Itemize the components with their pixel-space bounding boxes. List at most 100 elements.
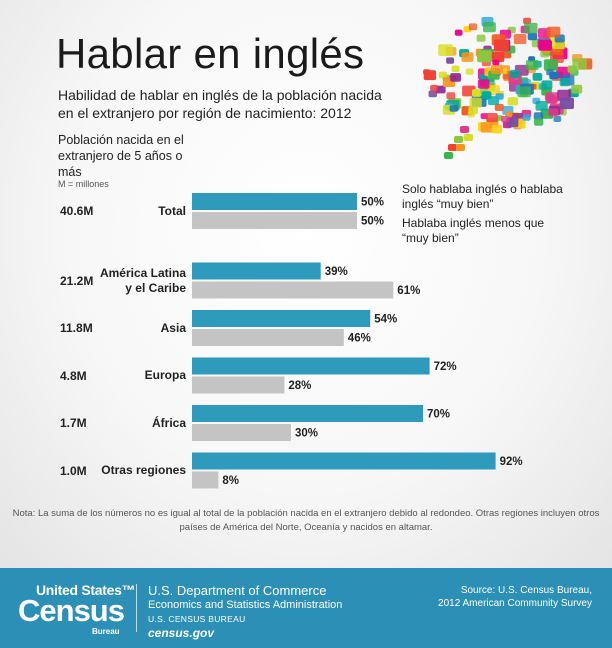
subtitle: Habilidad de hablar en inglés de la pobl… bbox=[58, 87, 382, 121]
bubble-tile bbox=[506, 117, 519, 128]
bubble-tile bbox=[534, 118, 544, 126]
bubble-tile bbox=[533, 112, 544, 120]
legend-series-2: Hablaba inglés menos que “muy bien” bbox=[402, 216, 545, 245]
bubble-tile bbox=[505, 111, 513, 118]
bubble-tile bbox=[472, 89, 482, 97]
department-info: U.S. Department of Commerce Economics an… bbox=[148, 583, 343, 641]
bubble-tail-tile bbox=[448, 144, 457, 151]
bubble-tile bbox=[480, 122, 494, 133]
bubble-tile bbox=[493, 39, 509, 52]
bubble-tile bbox=[546, 26, 561, 38]
logo-bottom-text: Bureau bbox=[92, 627, 120, 636]
bar-value-label: 8% bbox=[222, 475, 239, 487]
bar-value-label: 61% bbox=[397, 285, 420, 297]
bubble-tile bbox=[524, 22, 538, 34]
bubble-tile bbox=[543, 59, 558, 71]
page-title: Hablar en inglés bbox=[56, 30, 365, 77]
bar-series-2 bbox=[192, 212, 357, 229]
bar-value-label: 54% bbox=[374, 314, 397, 326]
bar-value-label: 72% bbox=[434, 361, 457, 373]
bubble-tile bbox=[468, 23, 478, 31]
bubble-tile bbox=[438, 44, 453, 56]
bubble-tile bbox=[545, 92, 559, 103]
bubble-tile bbox=[450, 73, 461, 82]
bubble-tile bbox=[465, 68, 474, 75]
bubble-tile bbox=[430, 84, 438, 92]
bubble-tile bbox=[469, 97, 482, 108]
bar-series-1 bbox=[192, 193, 357, 210]
bubble-tail-tile bbox=[454, 136, 463, 143]
bubble-tile bbox=[535, 101, 548, 111]
bubble-tile bbox=[481, 91, 492, 99]
bar-value-label: 50% bbox=[361, 216, 384, 228]
bubble-tile bbox=[467, 111, 475, 118]
population-total: 11.8M bbox=[60, 321, 93, 335]
category-label: Total bbox=[158, 203, 186, 218]
bar-series-2 bbox=[192, 424, 291, 441]
source-info: Source: U.S. Census Bureau, 2012 America… bbox=[392, 584, 592, 610]
population-unit: M = millones bbox=[58, 179, 109, 189]
bubble-tile bbox=[454, 29, 463, 36]
bubble-tile bbox=[548, 108, 559, 117]
bar-series-1 bbox=[192, 310, 371, 327]
bubble-tile bbox=[449, 105, 458, 112]
bubble-tile bbox=[522, 114, 531, 121]
bubble-tile bbox=[492, 59, 500, 66]
bubble-tile bbox=[491, 51, 505, 63]
bubble-tile bbox=[507, 97, 519, 106]
category-label: Europa bbox=[144, 368, 186, 382]
bar-series-2 bbox=[192, 471, 219, 489]
bubble-tile bbox=[491, 64, 503, 74]
bubble-tile bbox=[553, 115, 562, 122]
category-label: América Latina y el Caribe bbox=[99, 265, 186, 295]
population-total: 40.6M bbox=[60, 204, 94, 218]
dept-sub: Economics and Statistics Administration bbox=[148, 599, 343, 611]
category-label: Asia bbox=[160, 320, 186, 335]
bubble-tail-tile bbox=[444, 152, 453, 159]
bubble-tile bbox=[438, 71, 447, 79]
bubble-tile bbox=[477, 50, 492, 63]
footer: United States™ Census Bureau U.S. Depart… bbox=[0, 568, 612, 648]
bubble-tail-tile bbox=[456, 144, 465, 151]
category-label: Otras regiones bbox=[101, 463, 186, 477]
logo-main-text: Census bbox=[18, 593, 125, 628]
bubble-tile bbox=[517, 86, 531, 98]
bar-series-2 bbox=[192, 329, 344, 346]
bubble-tile bbox=[538, 40, 552, 51]
bar-series-2 bbox=[192, 376, 285, 394]
bubble-tile bbox=[477, 79, 490, 89]
bar-value-label: 30% bbox=[295, 428, 318, 440]
bubble-tile bbox=[546, 69, 554, 76]
bubble-tail-tile bbox=[464, 134, 473, 141]
bubble-tile bbox=[501, 116, 510, 123]
bubble-tile bbox=[527, 32, 538, 41]
bubble-tile bbox=[451, 65, 460, 72]
bubble-tile bbox=[532, 73, 543, 81]
bubble-tail-tile bbox=[460, 126, 469, 133]
dept-name: U.S. Department of Commerce bbox=[148, 583, 327, 598]
bar-series-1 bbox=[192, 452, 496, 470]
legend-series-1: Solo hablaba inglés o hablaba inglés “mu… bbox=[402, 182, 563, 211]
bubble-tile bbox=[446, 92, 456, 100]
bar-series-2 bbox=[192, 281, 394, 299]
source-line-1: Source: U.S. Census Bureau, bbox=[460, 585, 592, 596]
bar-value-label: 50% bbox=[361, 197, 384, 209]
category-label: África bbox=[151, 415, 186, 430]
population-label: Población nacida en el extranjero de 5 a… bbox=[58, 133, 184, 179]
bubble-tile bbox=[486, 113, 498, 123]
bubble-tile bbox=[495, 93, 504, 100]
bar-value-label: 39% bbox=[325, 266, 348, 278]
bubble-tile bbox=[559, 97, 574, 110]
bubble-tile bbox=[476, 34, 486, 42]
population-total: 21.2M bbox=[60, 273, 94, 288]
bubble-tile bbox=[435, 85, 446, 94]
footer-divider bbox=[136, 584, 137, 632]
logo-top-text: United States™ bbox=[36, 582, 136, 598]
census-gov-link[interactable]: census.gov bbox=[148, 626, 215, 640]
bar-series-1 bbox=[192, 357, 430, 375]
bubble-tile bbox=[446, 57, 455, 64]
footnote: Nota: La suma de los números no es igual… bbox=[12, 508, 600, 533]
bar-series-1 bbox=[192, 405, 423, 422]
bubble-tile bbox=[494, 103, 504, 111]
bubble-tile bbox=[567, 65, 577, 73]
